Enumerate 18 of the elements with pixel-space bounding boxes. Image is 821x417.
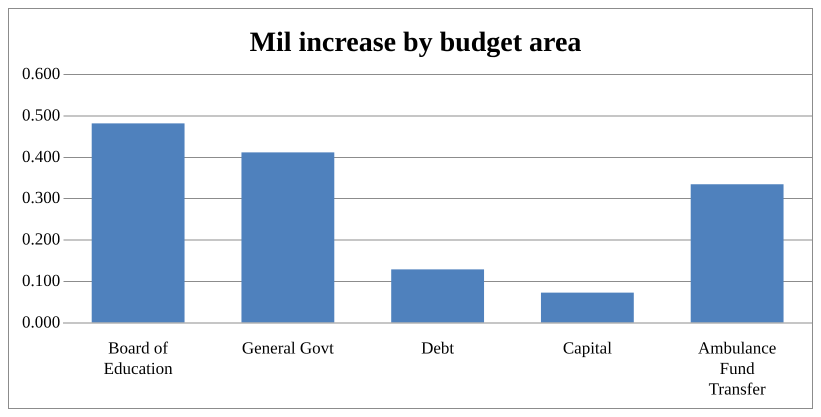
y-tick-label: 0.500 (22, 105, 60, 124)
y-tick-label: 0.000 (22, 312, 60, 332)
x-tick-label: Debt (421, 338, 454, 358)
y-tick-label: 0.600 (22, 64, 60, 84)
x-tick-label: Capital (562, 338, 612, 358)
bar (241, 152, 334, 322)
bar (92, 123, 185, 322)
bar (540, 292, 634, 322)
x-tick-label: General Govt (242, 338, 334, 358)
y-tick-label: 0.400 (22, 146, 60, 166)
bar (391, 269, 484, 322)
y-tick-label: 0.100 (22, 270, 60, 290)
x-tick-label: Ambulance Fund Transfer (698, 338, 776, 398)
bar (690, 184, 784, 322)
y-tick-label: 0.300 (22, 188, 60, 208)
x-tick-label: Board of Education (104, 338, 174, 378)
chart-title: Mil increase by budget area (250, 27, 582, 58)
y-tick-label: 0.200 (22, 230, 60, 249)
